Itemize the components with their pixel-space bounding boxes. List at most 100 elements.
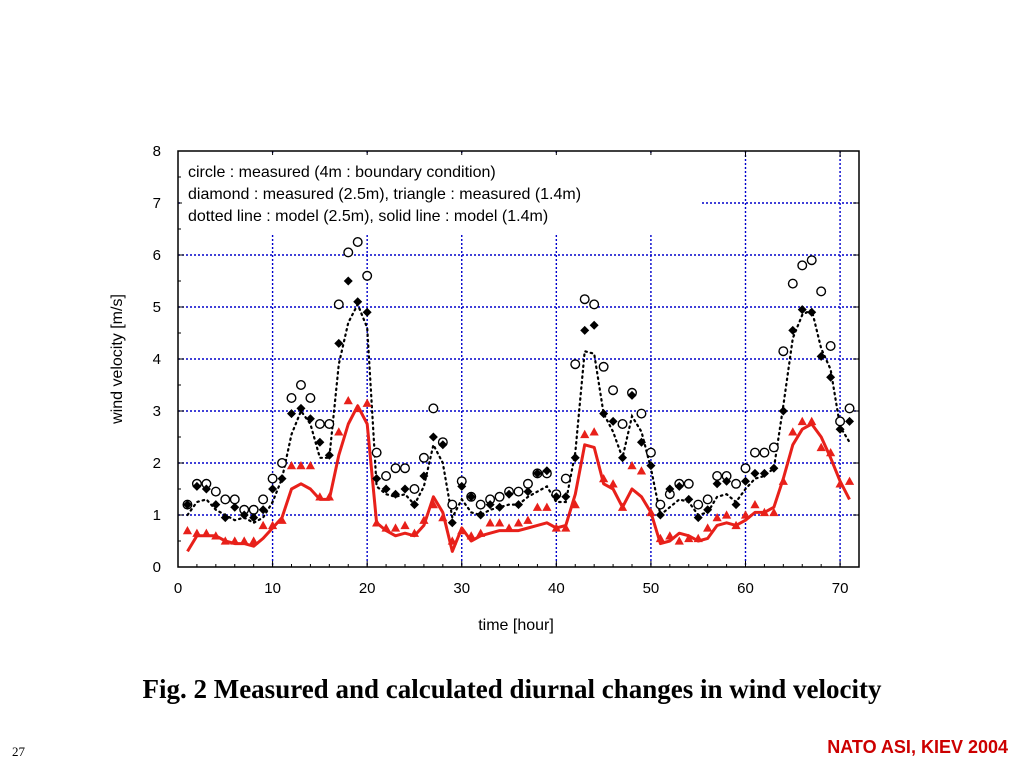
circle-point xyxy=(712,471,723,482)
circle-point xyxy=(220,494,231,505)
circle-point xyxy=(324,419,335,430)
triangle-point xyxy=(504,523,514,532)
circle-point xyxy=(447,499,458,510)
diamond-point xyxy=(258,505,268,515)
circle-point xyxy=(258,494,269,505)
triangle-point xyxy=(201,528,211,537)
circle-point xyxy=(570,359,581,370)
circle-point xyxy=(844,403,855,414)
triangle-point xyxy=(353,403,363,413)
triangle-point xyxy=(740,510,751,519)
triangle-point xyxy=(230,536,240,545)
triangle-point xyxy=(513,518,524,527)
circle-point xyxy=(702,494,713,505)
diamond-point xyxy=(343,276,353,286)
circle-point xyxy=(645,447,656,458)
triangle-point xyxy=(400,520,410,530)
diamond-point xyxy=(362,307,372,317)
legend: circle : measured (4m : boundary conditi… xyxy=(188,164,581,225)
diamond-point xyxy=(504,489,514,499)
diamond-point xyxy=(674,481,684,491)
diamond-point xyxy=(580,325,590,335)
triangle-point xyxy=(258,520,268,530)
triangle-point xyxy=(589,427,599,436)
diamond-point xyxy=(551,492,561,502)
triangle-point xyxy=(438,513,448,522)
triangle-point xyxy=(419,515,429,524)
circle-point xyxy=(409,484,420,495)
circle-point xyxy=(778,346,789,357)
triangle-point xyxy=(731,520,741,530)
diamond-point xyxy=(703,505,713,515)
y-tick-label: 8 xyxy=(153,143,161,160)
triangle-point xyxy=(192,528,202,537)
triangle-point xyxy=(580,429,590,439)
y-tick-label: 0 xyxy=(153,559,161,576)
triangle-point xyxy=(646,507,656,517)
diamond-point xyxy=(182,500,192,510)
triangle-point xyxy=(542,502,552,511)
triangle-point xyxy=(409,528,420,537)
triangle-point xyxy=(476,528,486,537)
triangle-point xyxy=(532,502,543,511)
triangle-point xyxy=(343,396,353,405)
x-tick-label: 20 xyxy=(359,580,376,597)
diamond-point xyxy=(646,461,656,471)
diamond-point xyxy=(466,492,476,502)
diamond-point xyxy=(277,474,287,484)
triangle-point xyxy=(599,474,609,483)
diamond-point xyxy=(599,409,609,419)
triangle-point xyxy=(759,507,770,517)
x-tick-label: 60 xyxy=(737,580,754,597)
circle-point xyxy=(589,299,600,310)
triangle-point xyxy=(372,518,382,527)
diamond-point xyxy=(722,476,732,486)
triangle-point xyxy=(712,513,722,522)
diamond-point xyxy=(608,416,618,426)
circle-point xyxy=(267,473,278,484)
triangle-point xyxy=(296,461,306,470)
diamond-point xyxy=(485,500,495,510)
diamond-point xyxy=(211,500,221,510)
triangle-point xyxy=(485,518,495,527)
triangle-point xyxy=(561,523,571,532)
circle-point xyxy=(806,255,817,266)
triangle-point xyxy=(267,520,278,530)
diamond-point xyxy=(457,481,467,491)
diamond-point xyxy=(514,500,523,510)
circle-point xyxy=(797,260,808,271)
triangle-point xyxy=(655,533,665,543)
diamond-point xyxy=(268,484,278,494)
diamond-point xyxy=(220,513,230,523)
circle-point xyxy=(277,458,288,469)
diamond-point xyxy=(296,403,306,413)
diamond-point xyxy=(797,305,807,315)
diamond-point xyxy=(391,489,401,499)
circle-point xyxy=(400,463,411,474)
triangle-point xyxy=(249,536,259,545)
diamond-point xyxy=(684,494,694,504)
triangle-point xyxy=(428,500,438,509)
triangle-point xyxy=(239,536,249,545)
y-tick-label: 4 xyxy=(153,351,161,368)
triangle-point xyxy=(693,533,703,543)
triangle-point xyxy=(807,416,817,426)
x-tick-label: 40 xyxy=(548,580,565,597)
diamond-point xyxy=(816,351,826,361)
diamond-point xyxy=(192,481,202,491)
triangle-point xyxy=(665,531,675,540)
footer-text: NATO ASI, KIEV 2004 xyxy=(827,737,1008,757)
circle-point xyxy=(210,486,221,497)
circle-point xyxy=(608,385,619,396)
triangle-point xyxy=(608,479,618,488)
circle-point xyxy=(513,486,524,497)
diamond-point xyxy=(589,320,599,330)
diamond-point xyxy=(561,492,571,502)
data-series xyxy=(182,236,855,553)
circle-point xyxy=(787,278,798,289)
circle-point xyxy=(343,247,354,258)
triangle-point xyxy=(362,398,372,407)
triangle-point xyxy=(324,492,334,501)
y-tick-label: 2 xyxy=(153,455,161,472)
diamond-point xyxy=(693,513,703,523)
